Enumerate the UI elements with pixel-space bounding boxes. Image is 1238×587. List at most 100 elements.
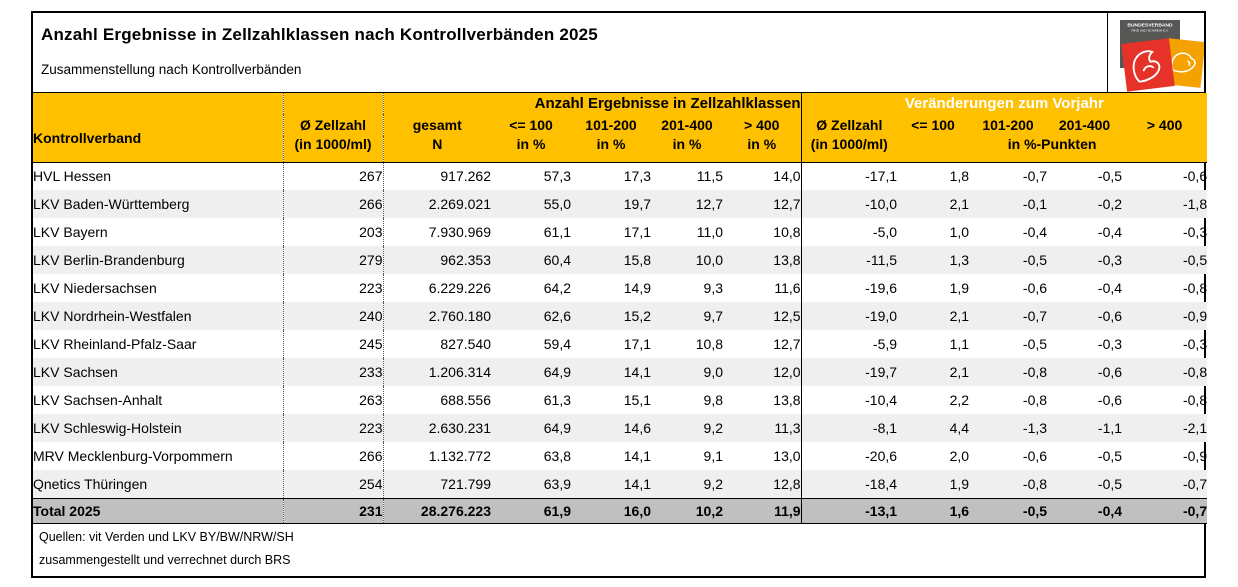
value-cell: 59,4 [543,336,571,352]
value-cell: -0,5 [1097,168,1123,185]
subheader-pct-3: in % [651,136,723,163]
value-cell: 12,7 [723,330,802,358]
col-header-101-200-delta: 101-200 [969,114,1048,136]
value-cell: -0,5 [969,497,1048,524]
verband-name-cell: LKV Sachsen-Anhalt [33,386,284,414]
verband-name-cell: LKV Berlin-Brandenburg [33,246,284,274]
value-cell: 10,2 [651,497,723,524]
title-bar: Anzahl Ergebnisse in Zellzahlklassen nac… [33,13,1204,93]
pig-icon [1162,38,1204,88]
section-header-row: Anzahl Ergebnisse in Zellzahlklassen Ver… [33,93,1208,114]
table-row: LKV Schleswig-Holstein 223 2.630.231 64,9 14… [33,414,1208,442]
value-cell: -0,6 [1097,392,1123,408]
value-cell: 10,8 [723,218,802,246]
value-cell: 12,7 [651,190,723,218]
value-cell: -0,4 [1097,280,1123,296]
column-header-row: Kontrollverband Ø Zellzahl gesamt <= 100… [33,114,1208,163]
value-cell: -0,4 [1022,224,1048,240]
subheader-n: N [383,136,491,163]
value-cell: 1,9 [949,280,970,296]
value-cell: -1,1 [1047,414,1123,442]
value-cell: 9,3 [703,280,723,296]
value-cell: -0,1 [969,190,1048,218]
value-cell: -0,6 [1047,302,1123,330]
section-header-veraenderungen: Veränderungen zum Vorjahr [801,93,1208,114]
value-cell: 266 [283,190,384,218]
value-cell: 13,0 [723,442,802,470]
value-cell: 1,9 [897,470,970,498]
value-cell: -1,3 [969,414,1048,442]
col-header-101-200: 101-200 [571,114,651,136]
value-cell: 4,4 [897,414,970,442]
value-cell: -5,0 [872,224,898,240]
table-row: LKV Berlin-Brandenburg 279 962.353 60,4 15,8… [33,246,1208,274]
value-cell: -1,8 [1122,190,1208,218]
value-cell: 64,2 [543,280,571,296]
value-cell: 721.799 [383,470,491,498]
value-cell: 11,6 [723,274,802,302]
value-cell: 12,0 [723,358,802,386]
value-cell: 11,3 [723,414,802,442]
value-cell: 2.630.231 [383,414,491,442]
value-cell: 203 [283,218,384,246]
value-cell: -10,4 [865,392,898,408]
value-cell: 245 [283,330,384,358]
col-header-le100: <= 100 [491,114,571,136]
table-row: LKV Baden-Württemberg 266 2.269.021 55,0 19,… [33,190,1208,218]
table-body: HVL Hessen 267 917.262 57,3 17,3 11,5 14,0 -17,… [33,162,1208,524]
value-cell: 11,5 [696,168,723,185]
table-row: LKV Niedersachsen 223 6.229.226 64,2 14,9 9,3… [33,274,1207,302]
page-title: Anzahl Ergebnisse in Zellzahlklassen nac… [41,25,598,44]
value-cell: -0,9 [1122,302,1208,330]
value-cell: 9,7 [651,302,723,330]
verband-name-cell: LKV Sachsen [33,358,284,386]
column-subheader-row: (in 1000/ml) N in % in % in % in % (in 1… [33,136,1208,163]
col-header-zellzahl: Ø Zellzahl [283,114,384,136]
value-cell: -0,6 [1022,448,1048,464]
table-header: Anzahl Ergebnisse in Zellzahlklassen Ver… [33,93,1208,163]
footer-sources: Quellen: vit Verden und LKV BY/BW/NRW/SH [39,529,294,544]
value-cell: 11,9 [723,497,802,524]
value-cell: -0,3 [1182,224,1208,240]
col-header-201-400-delta: 201-400 [1047,114,1123,136]
value-cell: 17,1 [623,224,651,240]
value-cell: -17,1 [865,168,898,185]
value-cell: 7.930.969 [428,224,491,240]
value-cell: -0,4 [1097,224,1123,240]
table-row: LKV Nordrhein-Westfalen 240 2.760.180 62,6 1… [33,302,1208,330]
value-cell: 1,8 [949,168,970,185]
subheader-pct-1: in % [491,136,571,163]
verband-name-cell: LKV Nordrhein-Westfalen [33,302,284,330]
value-cell: 231 [283,497,384,524]
subheader-unit-1: (in 1000/ml) [283,136,384,163]
value-cell: 9,8 [703,392,723,408]
value-cell: 6.229.226 [428,280,491,296]
value-cell: -0,8 [1122,358,1208,386]
value-cell: 233 [283,358,384,386]
value-cell: 64,9 [491,414,571,442]
verband-name-cell: LKV Bayern [33,218,284,246]
value-cell: 14,9 [623,280,651,296]
value-cell: -0,6 [1047,358,1123,386]
value-cell: 1,3 [897,246,970,274]
table-row: Qnetics Thüringen 254 721.799 63,9 14,1 9,2 12… [33,470,1208,498]
value-cell: 15,1 [623,392,651,408]
verband-name-cell: MRV Mecklenburg-Vorpommern [33,442,284,470]
value-cell: -0,6 [1022,280,1048,296]
value-cell: -11,5 [801,246,898,274]
value-cell: -0,9 [1182,448,1208,464]
value-cell: 223 [283,274,384,302]
value-cell: -0,5 [1022,336,1048,352]
value-cell: 16,0 [571,497,651,524]
value-cell: -0,3 [1182,336,1208,352]
table-row: MRV Mecklenburg-Vorpommern 266 1.132.772 63… [33,442,1207,470]
value-cell: 19,7 [571,190,651,218]
page-subtitle: Zusammenstellung nach Kontrollverbänden [41,62,302,77]
value-cell: 223 [283,414,384,442]
value-cell: -0,7 [1122,497,1208,524]
value-cell: -0,5 [1122,246,1208,274]
report-page: Anzahl Ergebnisse in Zellzahlklassen nac… [31,11,1208,578]
subheader-pct-2: in % [571,136,651,163]
value-cell: 11,0 [696,224,723,240]
value-cell: 2,1 [897,358,970,386]
